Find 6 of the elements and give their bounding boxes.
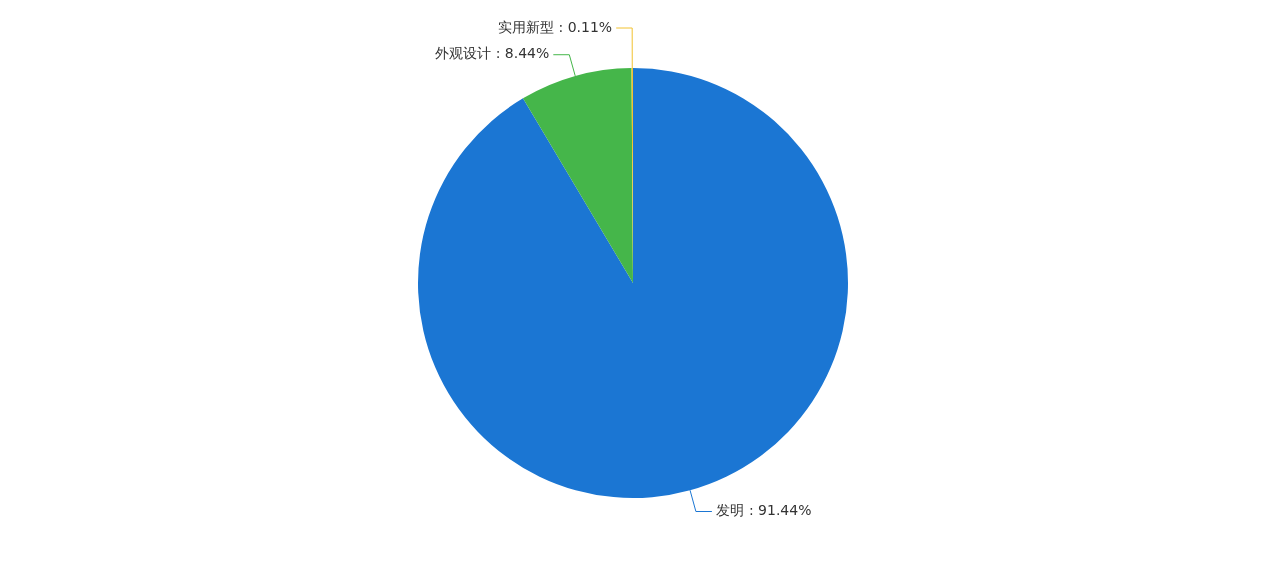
slice-label: 发明 — [715, 502, 744, 519]
data-label: : 8.44% — [495, 45, 550, 62]
data-label: : 0.11% — [558, 18, 613, 35]
data-label: : 91.44% — [748, 502, 812, 519]
slice-label: 外观设计 — [434, 45, 491, 62]
slice-label: 实用新型 — [497, 18, 554, 35]
